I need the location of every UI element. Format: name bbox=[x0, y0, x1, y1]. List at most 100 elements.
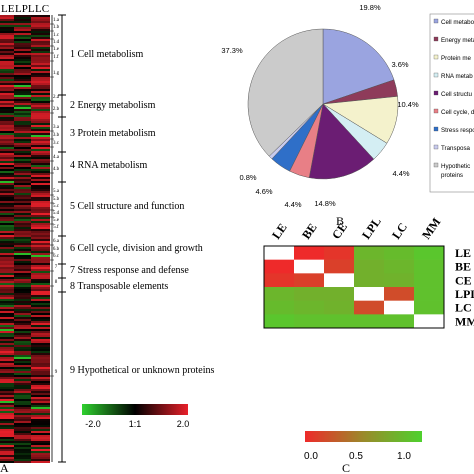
heatmap-cell bbox=[0, 179, 14, 181]
heatmap-cell bbox=[31, 189, 50, 191]
subcategory-label: 6.c bbox=[53, 254, 60, 259]
heatmap-cell bbox=[31, 63, 50, 65]
heatmap-cell bbox=[0, 419, 14, 421]
correlation-matrix-frame bbox=[263, 245, 445, 329]
heatmap-cell bbox=[31, 213, 50, 215]
correlation-cell bbox=[264, 259, 295, 274]
heatmap-cell bbox=[0, 27, 14, 29]
heatmap-cell bbox=[14, 151, 31, 153]
legend-swatch bbox=[433, 18, 439, 24]
heatmap-cell bbox=[14, 317, 31, 319]
correlation-cell bbox=[414, 259, 445, 274]
heatmap-cell bbox=[0, 427, 14, 429]
heatmap-cell bbox=[14, 429, 31, 431]
heatmap-cell bbox=[0, 25, 14, 27]
correlation-cell bbox=[354, 259, 385, 274]
heatmap-cell bbox=[0, 139, 14, 141]
heatmap-cell bbox=[0, 315, 14, 317]
heatmap-cell bbox=[14, 255, 31, 257]
heatmap-cell bbox=[0, 133, 14, 135]
heatmap-cell bbox=[31, 287, 50, 289]
heatmap-cell bbox=[0, 279, 14, 281]
heatmap-cell bbox=[14, 423, 31, 425]
heatmap-cell bbox=[31, 325, 50, 327]
scale-mid-label: 1:1 bbox=[129, 419, 142, 429]
heatmap-cell bbox=[0, 67, 14, 69]
heatmap-cell bbox=[0, 251, 14, 253]
heatmap-cell bbox=[0, 145, 14, 147]
heatmap-cell bbox=[31, 73, 50, 75]
heatmap-cell bbox=[14, 409, 31, 411]
heatmap-cell bbox=[0, 215, 14, 217]
heatmap-cell bbox=[14, 117, 31, 119]
heatmap-cell bbox=[31, 37, 50, 39]
heatmap-cell bbox=[31, 23, 50, 25]
heatmap-cell bbox=[31, 41, 50, 43]
heatmap-cell bbox=[0, 131, 14, 133]
heatmap-cell bbox=[31, 347, 50, 349]
subcategory-label: 1.a bbox=[53, 18, 60, 23]
heatmap-cell bbox=[0, 377, 14, 379]
subcategory-label: 4.b bbox=[53, 167, 60, 172]
heatmap-cell bbox=[0, 437, 14, 439]
heatmap-cell bbox=[14, 121, 31, 123]
heatmap-cell bbox=[14, 91, 31, 93]
heatmap-cell bbox=[31, 123, 50, 125]
heatmap-cell bbox=[14, 211, 31, 213]
heatmap-cell bbox=[31, 279, 50, 281]
heatmap-cell bbox=[31, 217, 50, 219]
heatmap-cell bbox=[31, 231, 50, 233]
heatmap-cell bbox=[0, 453, 14, 455]
correlation-cell bbox=[264, 300, 295, 315]
heatmap-cell bbox=[0, 19, 14, 21]
correlation-cell bbox=[384, 300, 415, 315]
heatmap-cell bbox=[14, 259, 31, 261]
heatmap-cell bbox=[14, 95, 31, 97]
heatmap-cell bbox=[0, 415, 14, 417]
heatmap-cell bbox=[14, 391, 31, 393]
heatmap-cell bbox=[0, 461, 14, 463]
heatmap-cell bbox=[0, 37, 14, 39]
panel-label-a: A bbox=[0, 461, 9, 474]
heatmap-cell bbox=[31, 295, 50, 297]
heatmap-cell bbox=[31, 175, 50, 177]
heatmap-cell bbox=[14, 389, 31, 391]
heatmap-cell bbox=[14, 243, 31, 245]
heatmap-cell bbox=[14, 97, 31, 99]
legend-label: Cell structu bbox=[441, 91, 473, 98]
heatmap-cell bbox=[14, 49, 31, 51]
heatmap-cell bbox=[31, 49, 50, 51]
subcategory-label: 3.c bbox=[53, 141, 60, 146]
heatmap-cell bbox=[14, 157, 31, 159]
correlation-cell bbox=[414, 300, 445, 315]
heatmap-cell bbox=[0, 213, 14, 215]
heatmap-cell bbox=[14, 171, 31, 173]
correlation-cell bbox=[294, 287, 325, 301]
heatmap-cell bbox=[0, 121, 14, 123]
correlation-cell bbox=[324, 287, 355, 301]
heatmap-cell bbox=[14, 137, 31, 139]
correlation-column-label: LE bbox=[269, 221, 290, 242]
heatmap-cell bbox=[0, 265, 14, 267]
pie-value-label: 4.4% bbox=[392, 169, 409, 178]
heatmap-cell bbox=[14, 65, 31, 67]
heatmap-cell bbox=[0, 85, 14, 87]
heatmap-cell bbox=[14, 293, 31, 295]
heatmap-cell bbox=[0, 175, 14, 177]
heatmap-cell bbox=[31, 391, 50, 393]
heatmap-cell bbox=[14, 105, 31, 107]
heatmap-cell bbox=[14, 167, 31, 169]
correlation-cell bbox=[264, 246, 295, 260]
heatmap-cell bbox=[0, 411, 14, 413]
heatmap-cell bbox=[0, 327, 14, 329]
heatmap-cell bbox=[14, 67, 31, 69]
heatmap-cell bbox=[31, 377, 50, 379]
heatmap-cell bbox=[14, 289, 31, 291]
correlation-column-label: CE bbox=[329, 220, 350, 242]
heatmap-cell bbox=[31, 365, 50, 367]
heatmap-cell bbox=[31, 265, 50, 267]
heatmap-cell bbox=[14, 269, 31, 271]
heatmap-cell bbox=[14, 397, 31, 399]
legend-label: Hypothetic bbox=[441, 163, 470, 170]
